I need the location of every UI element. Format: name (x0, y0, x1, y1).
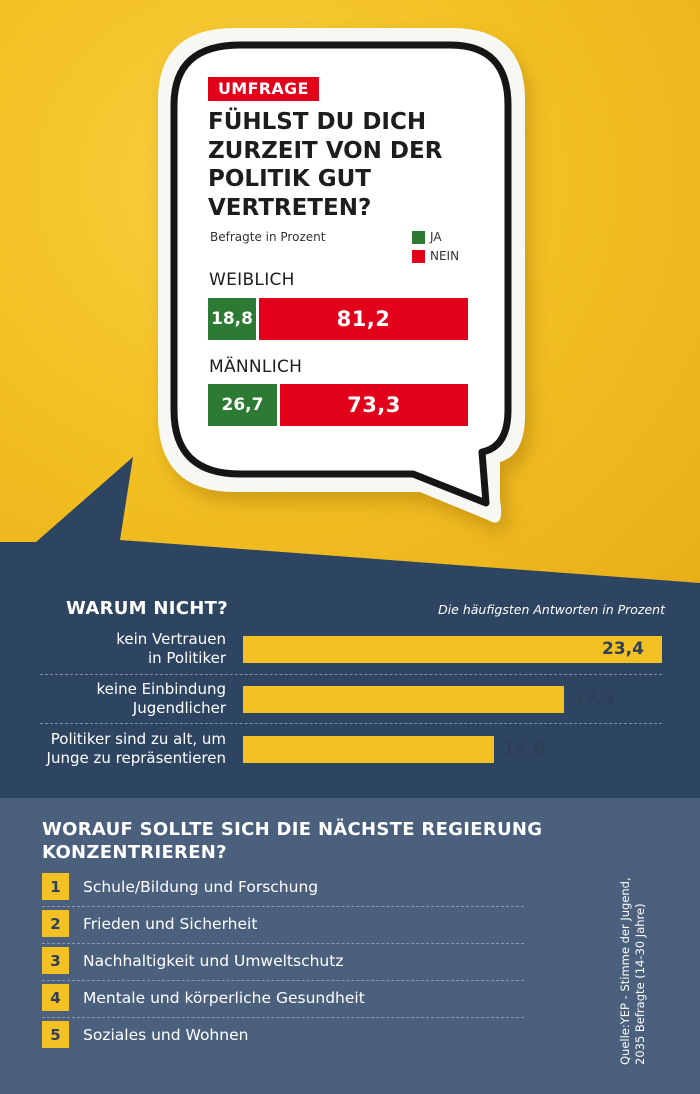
priorities-title: WORAUF SOLLTE SICH DIE NÄCHSTE REGIERUNG… (42, 819, 543, 863)
reason-label: kein Vertrauen in Politiker (6, 624, 226, 674)
divider (42, 1017, 524, 1018)
bar-female-yes: 18,8 (208, 298, 256, 340)
priority-text: Mentale und körperliche Gesundheit (83, 988, 365, 1007)
legend-swatch-yes (412, 230, 425, 244)
priority-text: Nachhaltigkeit und Umweltschutz (83, 951, 344, 970)
bar-male-no: 73,3 (280, 384, 468, 426)
umfrage-badge: UMFRAGE (208, 77, 319, 101)
divider (40, 674, 662, 675)
divider (40, 723, 662, 724)
group-label-female: WEIBLICH (209, 270, 295, 290)
slate-panel (0, 798, 700, 1094)
legend-no: NEIN (412, 249, 459, 263)
survey-question: FÜHLST DU DICH ZURZEIT VON DER POLITIK G… (208, 109, 443, 221)
priority-rank: 5 (42, 1021, 69, 1048)
reason-label-line1: Politiker sind zu alt, um (50, 730, 226, 748)
reason-value: 14,0 (503, 739, 545, 759)
reason-bar (243, 686, 564, 713)
source-note: Quelle:YEP - Stimme der Jugend, 2035 Bef… (618, 877, 647, 1065)
priority-item: 5 Soziales und Wohnen (42, 1021, 524, 1048)
priority-text: Frieden und Sicherheit (83, 914, 258, 933)
reason-label: keine Einbindung Jugendlicher (6, 674, 226, 724)
reason-row: Politiker sind zu alt, um Junge zu repräs… (40, 724, 662, 774)
legend-swatch-no (412, 249, 425, 263)
priority-rank: 2 (42, 910, 69, 937)
respondents-note: Befragte in Prozent (210, 230, 326, 244)
stacked-bar-male: 26,7 73,3 (208, 384, 468, 426)
bar-female-no: 81,2 (259, 298, 468, 340)
reason-label-line2: in Politiker (147, 649, 226, 667)
divider (42, 943, 524, 944)
reason-label-line1: keine Einbindung (96, 680, 226, 698)
reason-bar (243, 636, 662, 663)
group-label-male: MÄNNLICH (209, 357, 303, 377)
priority-text: Schule/Bildung und Forschung (83, 877, 319, 896)
reason-value: 23,4 (602, 639, 644, 659)
priority-rank: 1 (42, 873, 69, 900)
divider (42, 906, 524, 907)
legend-label-no: NEIN (430, 249, 460, 263)
reason-row: keine Einbindung Jugendlicher 17,9 (40, 674, 662, 724)
reason-row: kein Vertrauen in Politiker 23,4 (40, 624, 662, 674)
reason-value: 17,9 (573, 689, 615, 709)
why-not-title: WARUM NICHT? (66, 598, 228, 619)
reason-label-line2: Jugendlicher (132, 699, 226, 717)
reason-label-line2: Junge zu repräsentieren (46, 749, 226, 767)
reason-label-line1: kein Vertrauen (116, 630, 226, 648)
legend-yes: JA (412, 230, 442, 244)
stacked-bar-female: 18,8 81,2 (208, 298, 468, 340)
legend-label-yes: JA (430, 230, 442, 244)
priority-item: 1 Schule/Bildung und Forschung (42, 873, 524, 900)
priority-rank: 4 (42, 984, 69, 1011)
navy-panel (0, 457, 700, 800)
reason-label: Politiker sind zu alt, um Junge zu repräs… (6, 724, 226, 774)
priority-item: 2 Frieden und Sicherheit (42, 910, 524, 937)
why-not-note: Die häufigsten Antworten in Prozent (438, 602, 665, 617)
bar-male-yes: 26,7 (208, 384, 277, 426)
priority-text: Soziales und Wohnen (83, 1025, 249, 1044)
priority-item: 4 Mentale und körperliche Gesundheit (42, 984, 524, 1011)
divider (42, 980, 524, 981)
priority-item: 3 Nachhaltigkeit und Umweltschutz (42, 947, 524, 974)
reason-bar (243, 736, 494, 763)
priority-rank: 3 (42, 947, 69, 974)
